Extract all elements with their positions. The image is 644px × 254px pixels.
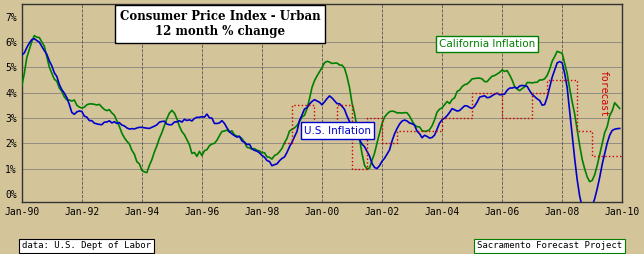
Text: U.S. Inflation: U.S. Inflation xyxy=(304,125,371,136)
Text: California Inflation: California Inflation xyxy=(439,39,535,49)
Text: data: U.S. Dept of Labor: data: U.S. Dept of Labor xyxy=(22,241,151,250)
Text: forecast: forecast xyxy=(598,70,608,117)
Text: Sacramento Forecast Project: Sacramento Forecast Project xyxy=(477,241,622,250)
Text: Consumer Price Index - Urban
12 month % change: Consumer Price Index - Urban 12 month % … xyxy=(120,10,320,38)
